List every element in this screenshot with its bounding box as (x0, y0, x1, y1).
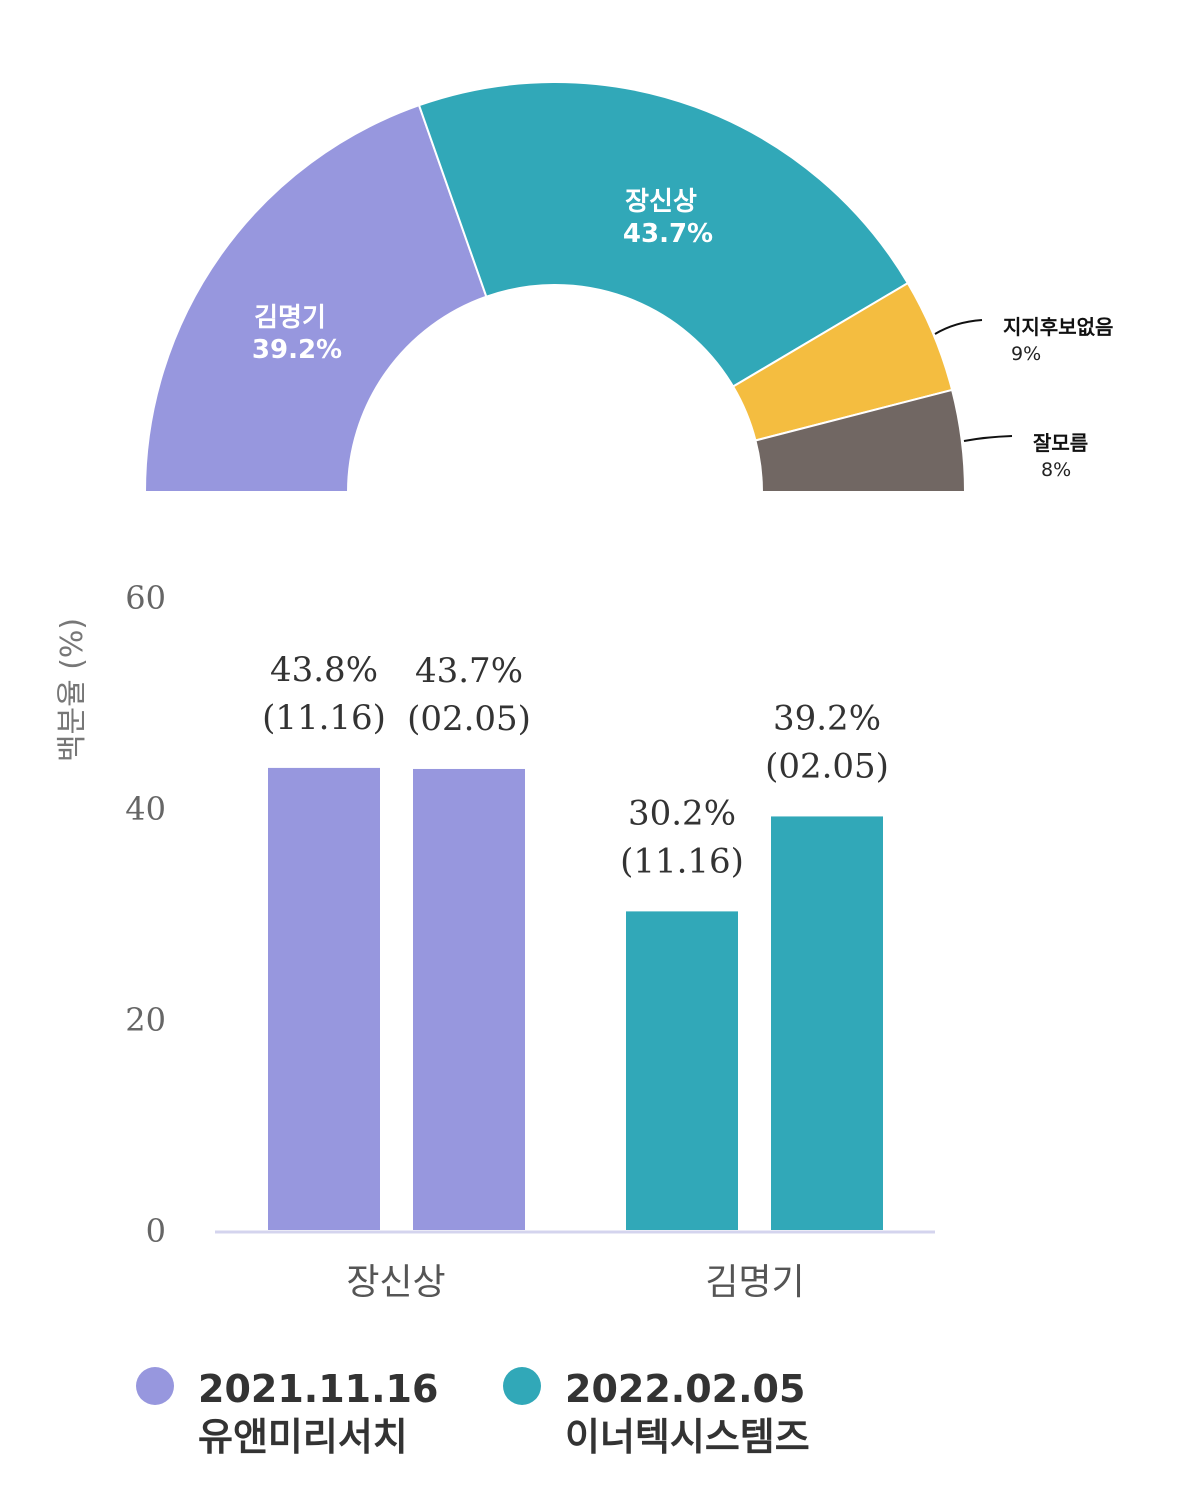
bar-3 (771, 816, 883, 1230)
slice-label-name-3: 잘모름 (1033, 431, 1088, 455)
slice-label-name-1: 장신상 (625, 187, 697, 217)
bar-date-label-2: (11.16) (620, 841, 744, 881)
legend-org-0: 유앤미리서치 (198, 1415, 408, 1459)
x-tick-label-0: 장신상 (346, 1262, 445, 1303)
y-ticks: 0 20 40 60 (125, 579, 166, 1250)
leader-line-2 (934, 319, 983, 335)
y-axis-label: 백분율 (%) (55, 618, 90, 762)
slice-label-name-0: 김명기 (254, 303, 326, 333)
legend-date-1: 2022.02.05 (565, 1367, 805, 1411)
legend-marker-0 (136, 1367, 174, 1405)
donut-slice-1 (417, 81, 910, 388)
legend-marker-1 (503, 1367, 541, 1405)
slice-label-name-2: 지지후보없음 (1003, 315, 1113, 339)
legend-date-0: 2021.11.16 (198, 1367, 438, 1411)
semicircle-donut-chart (143, 81, 967, 493)
slice-label-value-0: 39.2% (252, 335, 342, 365)
bar-1 (413, 768, 525, 1230)
y-tick-label-1: 20 (125, 1001, 166, 1039)
legend-org-1: 이너텍시스템즈 (565, 1415, 810, 1459)
slice-label-value-3: 8% (1041, 459, 1071, 481)
bar-value-label-0: 43.8% (270, 650, 378, 690)
bar-value-label-2: 30.2% (628, 793, 736, 833)
bar-date-label-1: (02.05) (407, 699, 531, 739)
bar-date-label-3: (02.05) (765, 746, 889, 786)
bar-date-label-0: (11.16) (262, 698, 386, 738)
y-tick-label-0: 0 (146, 1212, 166, 1250)
bar-value-label-3: 39.2% (773, 698, 881, 738)
bar-0 (268, 767, 380, 1230)
bar-2 (626, 911, 738, 1230)
leader-line-3 (963, 435, 1013, 442)
donut-slice-0 (143, 103, 488, 493)
y-tick-label-2: 40 (125, 790, 166, 828)
bar-value-label-1: 43.7% (415, 651, 523, 691)
y-tick-label-3: 60 (125, 579, 166, 617)
x-tick-label-1: 김명기 (705, 1262, 804, 1303)
donut-slice-3 (754, 388, 967, 493)
slice-label-value-2: 9% (1011, 343, 1041, 365)
slice-label-value-1: 43.7% (623, 219, 713, 249)
bars: 43.8% (11.16) 43.7% (02.05) 30.2% (11.16) 39.2… (262, 650, 889, 1230)
